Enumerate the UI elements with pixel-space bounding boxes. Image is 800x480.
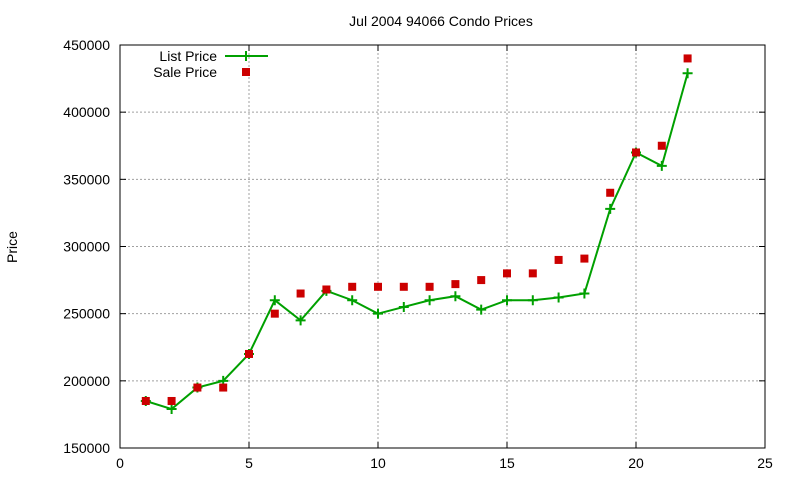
x-tick-label: 15 xyxy=(499,455,515,471)
x-tick-label: 20 xyxy=(628,455,644,471)
data-point xyxy=(219,383,228,392)
data-point xyxy=(656,160,667,171)
plot-frame xyxy=(119,44,766,449)
data-point xyxy=(476,304,487,315)
y-axis-label: Price xyxy=(4,231,20,263)
grid xyxy=(120,45,765,448)
y-tick-label: 250000 xyxy=(63,306,110,322)
data-point xyxy=(605,203,616,214)
x-tick-label: 5 xyxy=(245,455,253,471)
data-point xyxy=(682,68,693,79)
data-point xyxy=(348,282,357,291)
legend-label: List Price xyxy=(159,48,217,64)
data-point xyxy=(374,282,382,291)
data-point xyxy=(528,269,537,278)
data-point xyxy=(632,148,640,157)
chart-title: Jul 2004 94066 Condo Prices xyxy=(349,13,533,29)
y-tick-label: 450000 xyxy=(63,37,110,53)
data-point xyxy=(398,301,409,312)
data-point xyxy=(295,315,306,326)
data-point xyxy=(141,396,150,405)
data-point xyxy=(553,292,564,303)
data-point xyxy=(554,255,563,264)
data-point xyxy=(606,188,615,197)
y-tick-label: 150000 xyxy=(63,440,110,456)
y-tick-label: 200000 xyxy=(63,373,110,389)
data-point xyxy=(322,285,331,294)
series-1 xyxy=(141,54,692,405)
data-point xyxy=(167,396,176,405)
data-point xyxy=(193,383,202,392)
x-tick-label: 0 xyxy=(116,455,124,471)
series-0 xyxy=(140,68,693,415)
data-point xyxy=(424,295,435,306)
y-tick-label: 350000 xyxy=(63,171,110,187)
x-tick-label: 10 xyxy=(370,455,386,471)
data-point xyxy=(580,254,589,263)
data-point xyxy=(450,291,461,302)
data-point xyxy=(270,309,279,318)
data-point xyxy=(425,282,434,291)
data-point xyxy=(503,269,511,278)
data-point xyxy=(269,295,280,306)
series xyxy=(140,54,693,415)
data-point xyxy=(451,280,460,289)
y-tick-label: 400000 xyxy=(63,104,110,120)
legend-marker-swatch xyxy=(242,68,250,76)
data-point xyxy=(245,349,253,358)
data-point xyxy=(399,282,408,291)
legend-label: Sale Price xyxy=(153,64,217,80)
data-point xyxy=(657,141,666,150)
series-line xyxy=(145,72,689,411)
data-point xyxy=(166,404,177,415)
data-point xyxy=(579,288,590,299)
legend-marker-swatch xyxy=(241,51,251,61)
data-point xyxy=(527,295,538,306)
axis-ticks: 0 5 10 15 20 25 150000 200000 250000 300000 350000… xyxy=(63,37,773,471)
data-point xyxy=(683,54,692,63)
data-point xyxy=(373,308,383,319)
data-point xyxy=(296,289,305,298)
y-tick-label: 300000 xyxy=(63,239,110,255)
data-point xyxy=(502,295,512,306)
x-tick-label: 25 xyxy=(757,455,773,471)
data-point xyxy=(477,276,486,285)
data-point xyxy=(347,295,358,306)
